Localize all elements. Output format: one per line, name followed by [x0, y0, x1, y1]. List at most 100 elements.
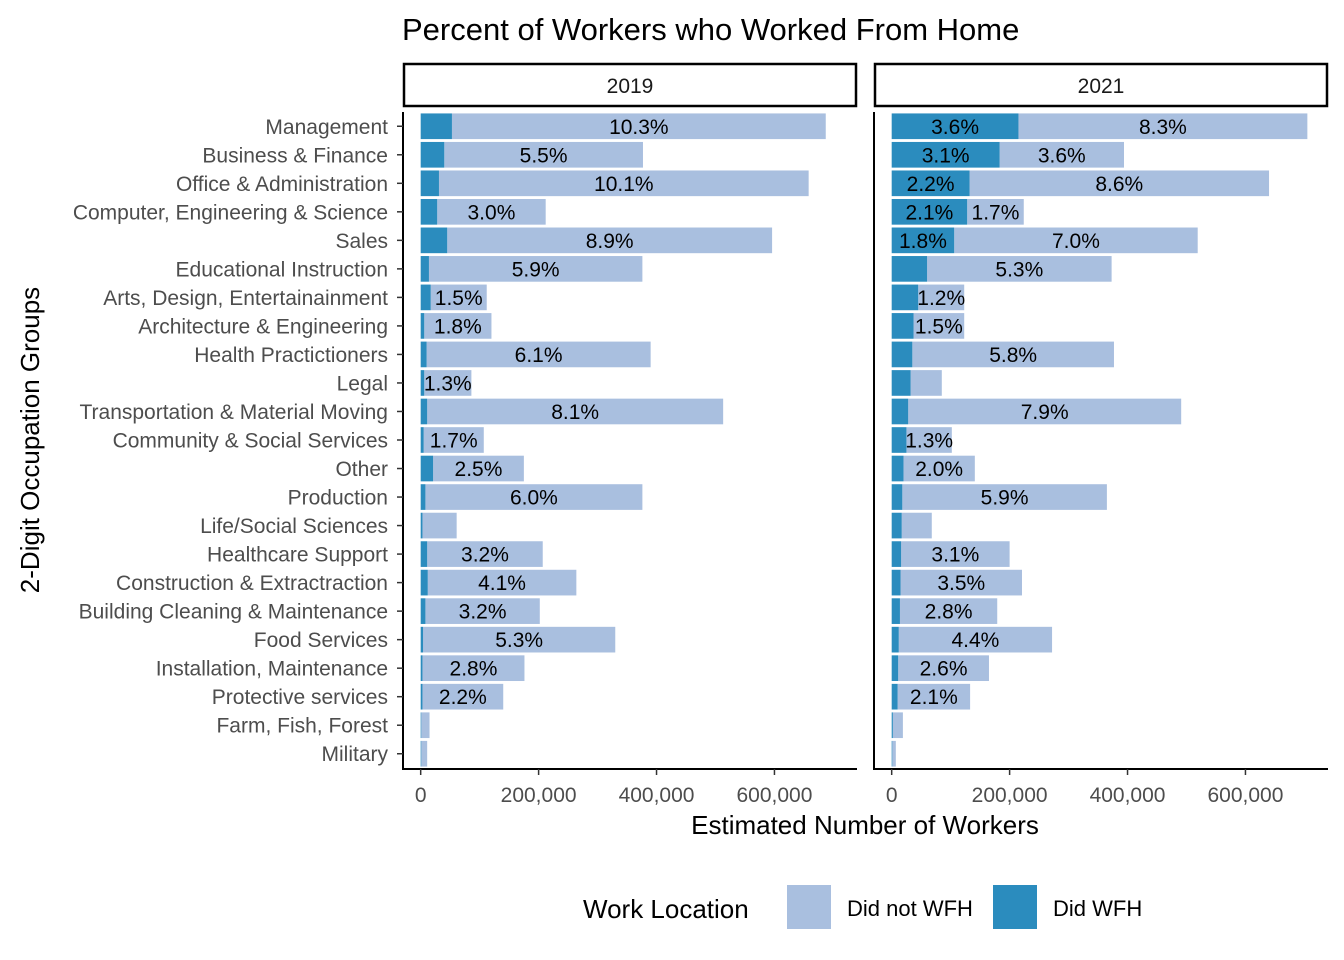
- data-label-did-wfh-management: 3.6%: [931, 116, 979, 139]
- bar-did-not-wfh-food-services: [898, 626, 1053, 653]
- bar-did-not-wfh-architecture-engineering: [424, 313, 492, 339]
- bar-did-not-wfh-building-cleaning-maintenance: [899, 598, 998, 624]
- data-label-did-wfh-computer-engineering-science: 2.1%: [905, 201, 953, 224]
- facet-strip-2021: [873, 62, 1329, 108]
- bar-did-wfh-food-services: [891, 626, 899, 653]
- bar-did-not-wfh-health-practictioners: [426, 341, 651, 368]
- bar-did-not-wfh-other: [433, 455, 524, 482]
- y-tick-label-protective-services: Protective services: [212, 686, 388, 709]
- x-tick-label-200-000: 200,000: [972, 784, 1048, 807]
- data-label-did-not-wfh-building-cleaning-maintenance: 2.8%: [925, 601, 973, 624]
- panels: 2019 10.3% 5.5% 10.1% 3.0% 8.9% 5.9% 1.5% 1.8% 6.…: [397, 62, 1329, 807]
- data-label-did-not-wfh-business-finance: 3.6%: [1038, 144, 1086, 167]
- bar-did-not-wfh-farm-fish-forest: [421, 712, 430, 739]
- bar-did-wfh-legal: [891, 370, 911, 396]
- bar-did-not-wfh-computer-engineering-science: [437, 198, 546, 225]
- data-label-did-not-wfh-arts-design-entertainainment: 1.5%: [435, 287, 483, 310]
- data-label-did-not-wfh-health-practictioners: 5.8%: [989, 344, 1037, 367]
- bar-did-wfh-transportation-material-moving: [891, 398, 909, 425]
- bar-did-not-wfh-architecture-engineering: [913, 313, 965, 339]
- legend-label-did-not-wfh: Did not WFH: [847, 896, 973, 921]
- bar-did-wfh-construction-extractraction: [891, 569, 901, 596]
- data-label-did-not-wfh-installation-maintenance: 2.8%: [450, 658, 498, 681]
- y-axis-title: 2-Digit Occupation Groups: [15, 287, 45, 593]
- data-label-did-not-wfh-health-practictioners: 6.1%: [515, 344, 563, 367]
- bar-did-wfh-management: [891, 113, 1019, 140]
- data-label-did-not-wfh-management: 10.3%: [609, 116, 669, 139]
- data-label-did-not-wfh-construction-extractraction: 3.5%: [937, 572, 985, 595]
- bar-did-wfh-office-administration: [420, 170, 439, 197]
- x-tick-label-200-000: 200,000: [501, 784, 577, 807]
- data-label-did-wfh-office-administration: 2.2%: [907, 173, 955, 196]
- bar-did-not-wfh-other: [903, 455, 975, 482]
- data-label-did-not-wfh-computer-engineering-science: 1.7%: [972, 201, 1020, 224]
- data-label-did-not-wfh-legal: 1.3%: [424, 372, 472, 395]
- bar-did-wfh-protective-services: [420, 683, 423, 710]
- bar-did-wfh-community-social-services: [420, 427, 424, 453]
- bar-did-not-wfh-legal: [424, 370, 472, 396]
- y-tick-label-installation-maintenance: Installation, Maintenance: [156, 658, 388, 681]
- data-label-did-not-wfh-protective-services: 2.2%: [439, 686, 487, 709]
- bar-did-not-wfh-production: [902, 484, 1107, 510]
- data-label-did-not-wfh-management: 8.3%: [1139, 116, 1187, 139]
- bar-did-wfh-sales: [891, 227, 955, 254]
- data-label-did-not-wfh-protective-services: 2.1%: [910, 686, 958, 709]
- bar-did-not-wfh-sales: [447, 227, 773, 254]
- bar-did-not-wfh-healthcare-support: [901, 541, 1010, 567]
- data-label-did-not-wfh-business-finance: 5.5%: [520, 144, 568, 167]
- bar-did-not-wfh-community-social-services: [906, 427, 952, 453]
- bar-did-wfh-farm-fish-forest: [891, 712, 893, 739]
- bar-did-wfh-architecture-engineering: [420, 313, 425, 339]
- data-label-did-not-wfh-office-administration: 10.1%: [594, 173, 654, 196]
- bar-did-not-wfh-transportation-material-moving: [908, 398, 1182, 425]
- y-tick-label-building-cleaning-maintenance: Building Cleaning & Maintenance: [79, 601, 388, 624]
- facet-strip-2019: [402, 62, 858, 108]
- data-label-did-not-wfh-construction-extractraction: 4.1%: [478, 572, 526, 595]
- y-tick-label-production: Production: [288, 487, 388, 510]
- bar-did-not-wfh-protective-services: [897, 683, 971, 710]
- panel-2021: 2021 3.6% 8.3% 3.1% 3.6% 2.2% 8.6% 2.1% 1.7% 1.8%…: [873, 62, 1329, 807]
- bar-did-not-wfh-arts-design-entertainainment: [918, 284, 965, 311]
- bar-did-wfh-arts-design-entertainainment: [420, 284, 431, 311]
- chart-title: Percent of Workers who Worked From Home: [402, 12, 1019, 47]
- bar-did-not-wfh-community-social-services: [423, 427, 484, 453]
- y-axis-labels: Management Business & Finance Office & Adm…: [73, 116, 389, 766]
- data-label-did-not-wfh-computer-engineering-science: 3.0%: [468, 201, 516, 224]
- y-tick-label-life-social-sciences: Life/Social Sciences: [200, 515, 388, 538]
- y-tick-label-healthcare-support: Healthcare Support: [207, 544, 388, 567]
- legend-swatch-did-not-wfh: [787, 885, 831, 929]
- bar-did-wfh-life-social-sciences: [420, 512, 423, 539]
- bar-did-not-wfh-legal: [910, 370, 942, 396]
- bar-did-not-wfh-computer-engineering-science: [967, 198, 1024, 225]
- bar-did-wfh-military: [891, 740, 893, 767]
- bar-did-not-wfh-food-services: [423, 626, 616, 653]
- bar-did-not-wfh-educational-instruction: [927, 256, 1112, 282]
- x-tick-label-0: 0: [886, 784, 898, 807]
- bar-did-not-wfh-office-administration: [969, 170, 1270, 197]
- bar-did-not-wfh-healthcare-support: [427, 541, 543, 567]
- bar-did-not-wfh-life-social-sciences: [422, 512, 457, 539]
- bar-did-wfh-production: [420, 484, 426, 510]
- y-tick-label-computer-engineering-science: Computer, Engineering & Science: [73, 201, 388, 224]
- legend-swatch-did-wfh: [993, 885, 1037, 929]
- data-label-did-not-wfh-arts-design-entertainainment: 1.2%: [917, 287, 965, 310]
- bar-did-wfh-sales: [420, 227, 448, 254]
- bar-did-wfh-business-finance: [420, 141, 445, 168]
- y-tick-label-other: Other: [335, 458, 388, 481]
- bar-did-wfh-community-social-services: [891, 427, 907, 453]
- y-tick-label-educational-instruction: Educational Instruction: [176, 258, 388, 281]
- y-tick-label-health-practictioners: Health Practictioners: [194, 344, 388, 367]
- bar-did-not-wfh-sales: [954, 227, 1198, 254]
- y-tick-label-architecture-engineering: Architecture & Engineering: [138, 315, 388, 338]
- legend-title: Work Location: [583, 894, 749, 924]
- data-label-did-not-wfh-educational-instruction: 5.3%: [995, 258, 1043, 281]
- x-tick-label-0: 0: [415, 784, 427, 807]
- bar-did-not-wfh-health-practictioners: [912, 341, 1114, 368]
- data-label-did-not-wfh-transportation-material-moving: 7.9%: [1021, 401, 1069, 424]
- y-tick-label-office-administration: Office & Administration: [176, 173, 388, 196]
- data-label-did-not-wfh-other: 2.0%: [915, 458, 963, 481]
- bar-did-not-wfh-protective-services: [422, 683, 504, 710]
- bar-did-wfh-building-cleaning-maintenance: [891, 598, 900, 624]
- data-label-did-not-wfh-community-social-services: 1.3%: [905, 430, 953, 453]
- bar-did-wfh-management: [420, 113, 452, 140]
